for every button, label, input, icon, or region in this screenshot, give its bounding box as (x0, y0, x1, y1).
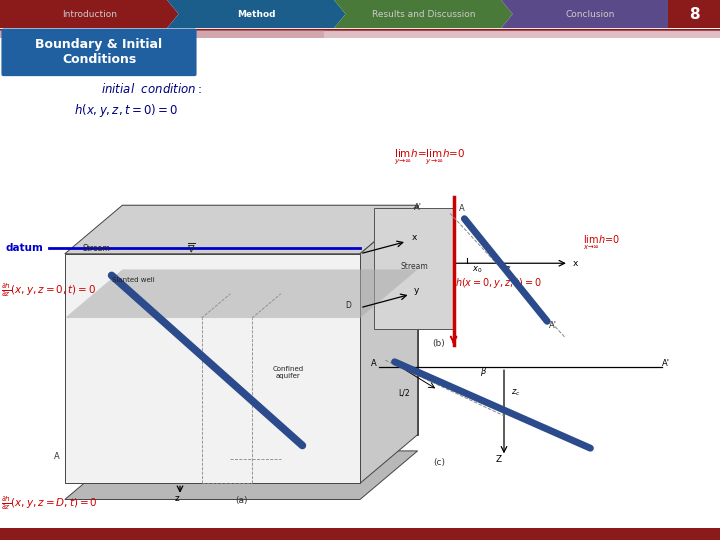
Text: $initial\ \ condition:$: $initial\ \ condition:$ (101, 82, 202, 96)
Polygon shape (122, 205, 418, 435)
Bar (324, 30, 720, 38)
Text: Z: Z (496, 455, 502, 464)
Text: Slanted well: Slanted well (112, 277, 154, 283)
Text: $\overline{\nabla}$: $\overline{\nabla}$ (187, 242, 196, 255)
Text: A: A (54, 452, 60, 461)
Polygon shape (65, 205, 418, 254)
Bar (65, 254, 360, 483)
Text: L/2: L/2 (398, 388, 410, 397)
Polygon shape (0, 0, 179, 28)
Text: Introduction: Introduction (62, 10, 117, 18)
Polygon shape (167, 0, 346, 28)
Text: A: A (371, 359, 377, 368)
Text: A': A' (662, 359, 670, 368)
Text: $\lim_{y \to \infty} h = \lim_{y \to \infty} h = 0$: $\lim_{y \to \infty} h = \lim_{y \to \in… (394, 147, 465, 166)
Text: datum: datum (6, 244, 44, 253)
Bar (374, 208, 454, 329)
Text: z: z (175, 494, 180, 503)
Text: x: x (572, 259, 577, 268)
Text: (b): (b) (432, 339, 445, 348)
Bar (0, 30, 324, 38)
Text: $\frac{\partial h}{\partial z}(x, y, z = D, t) = 0$: $\frac{\partial h}{\partial z}(x, y, z =… (1, 495, 98, 512)
Text: A': A' (414, 202, 422, 212)
Text: A': A' (549, 321, 557, 330)
Text: $z_c$: $z_c$ (511, 387, 521, 397)
Text: Method: Method (237, 10, 276, 18)
Text: $\beta$: $\beta$ (480, 364, 487, 377)
Polygon shape (65, 269, 418, 318)
Polygon shape (360, 205, 418, 483)
Text: Stream: Stream (400, 262, 428, 271)
Polygon shape (65, 451, 418, 500)
Text: Conclusion: Conclusion (566, 10, 615, 18)
Text: $\frac{\partial h}{\partial z}(x, y, z = 0, t) = 0$: $\frac{\partial h}{\partial z}(x, y, z =… (1, 282, 97, 299)
Polygon shape (501, 0, 680, 28)
Text: Confined
aquifer: Confined aquifer (272, 366, 304, 379)
Text: (a): (a) (235, 496, 248, 505)
Bar (0, 528, 720, 540)
Text: $h(x = 0, y, z, t) = 0$: $h(x = 0, y, z, t) = 0$ (455, 276, 542, 291)
Text: (c): (c) (433, 458, 445, 468)
Polygon shape (334, 0, 513, 28)
Text: A: A (459, 204, 465, 213)
Text: Boundary & Initial
Conditions: Boundary & Initial Conditions (35, 38, 163, 66)
Text: y: y (414, 286, 419, 295)
FancyBboxPatch shape (1, 29, 197, 76)
Text: x: x (412, 233, 417, 242)
Text: $h(x, y, z, t = 0) = 0$: $h(x, y, z, t = 0) = 0$ (74, 102, 178, 119)
Text: Results and Discussion: Results and Discussion (372, 10, 475, 18)
Text: D: D (346, 301, 351, 310)
Text: 8: 8 (689, 6, 699, 22)
Text: $\alpha$: $\alpha$ (504, 265, 511, 273)
Text: $x_0$: $x_0$ (472, 265, 482, 275)
Text: Stream: Stream (83, 244, 111, 253)
Bar (668, 0, 720, 28)
Text: $\lim_{x \to \infty} h = 0$: $\lim_{x \to \infty} h = 0$ (583, 234, 621, 252)
